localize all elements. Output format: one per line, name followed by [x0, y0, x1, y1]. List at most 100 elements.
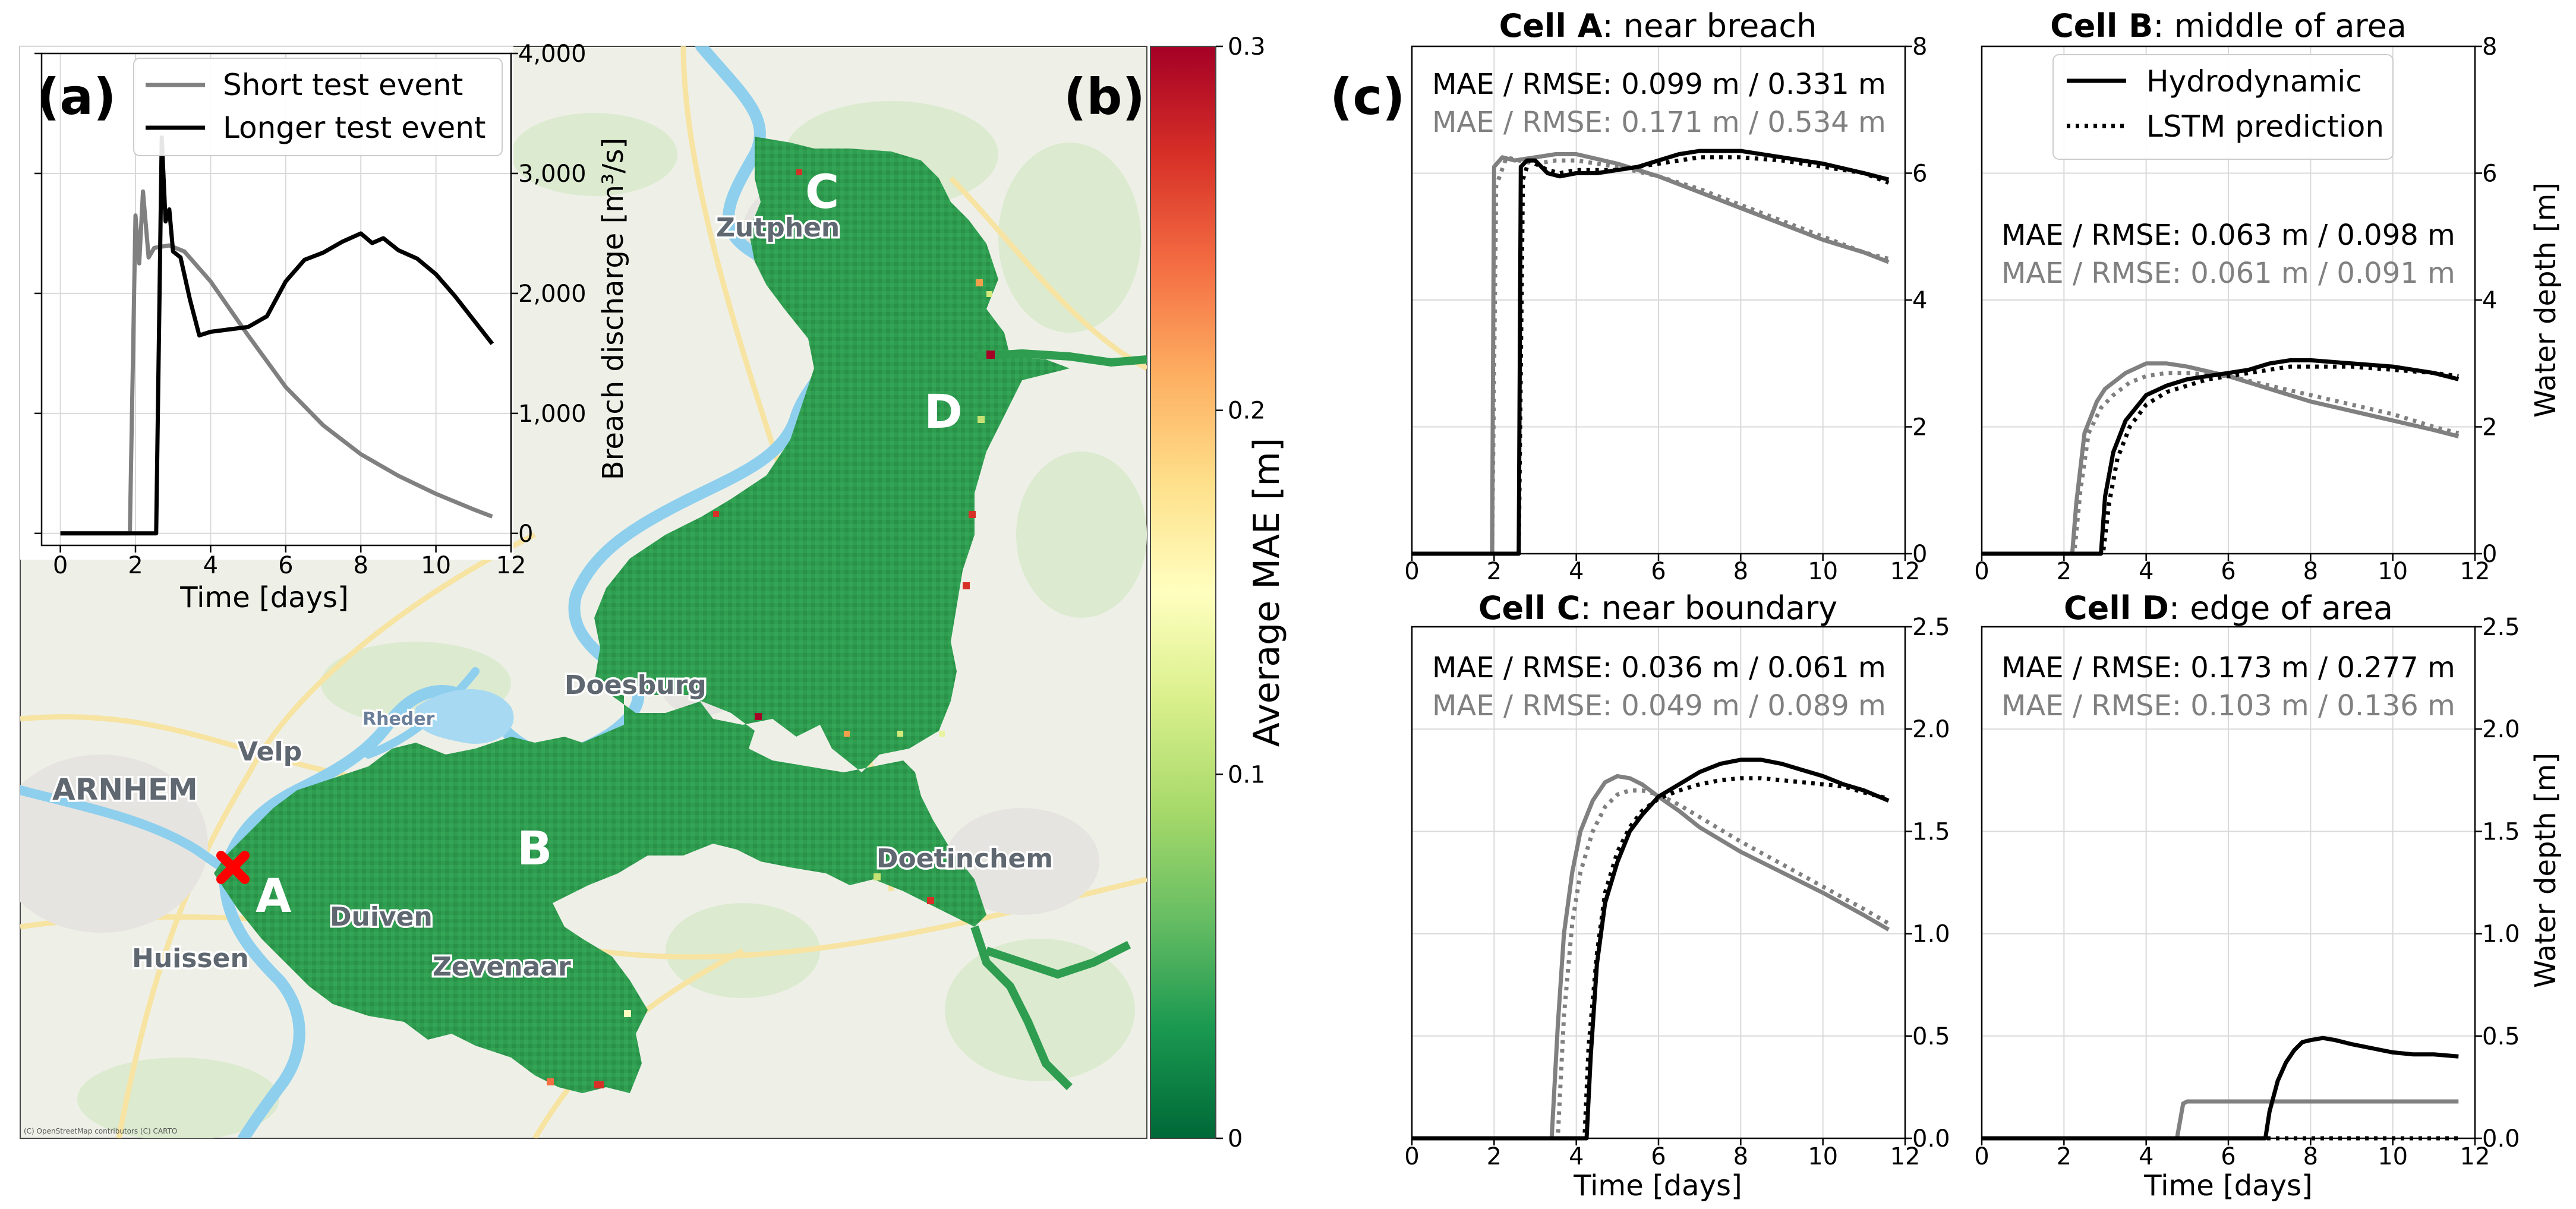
a-ylabel: Breach discharge [m³/s]	[597, 138, 630, 480]
x-tick-label: 12	[496, 552, 526, 579]
town-label: Doetinchem	[876, 844, 1053, 874]
x-tick-label: 8	[1733, 558, 1748, 585]
series-longer-lstm-line	[1982, 364, 2459, 556]
series-longer-hydro-line	[1982, 358, 2460, 556]
series-short-hydro-line	[1982, 1099, 2459, 1141]
lake	[415, 689, 514, 744]
cell-label-d: D	[924, 386, 963, 439]
y-tick-label: 0.5	[1912, 1023, 1950, 1050]
y-tick-label: 6	[1912, 160, 1927, 188]
y-tick-label: 1.5	[1912, 818, 1950, 845]
x-tick-label: 2	[2057, 1143, 2071, 1170]
x-tick-label: 10	[2378, 558, 2408, 585]
panel-label-a: (a)	[37, 68, 116, 126]
cell-c-xlabel: Time [days]	[1573, 1169, 1742, 1202]
y-tick-label: 4	[2482, 287, 2497, 314]
town-label: Zutphen	[716, 213, 840, 243]
x-tick-label: 10	[2378, 1143, 2408, 1170]
town-label: Huissen	[132, 943, 249, 974]
series-short-hydro-line	[1982, 361, 2460, 556]
town-label: Zevenaar	[433, 952, 571, 982]
y-tick-label: 8	[1912, 33, 1927, 61]
panel-a: 0 2 4 6 8 10 12 0 1,000 2,000 3,000 4,000 (a) Short…	[20, 40, 630, 614]
cell-d-xlabel: Time [days]	[2143, 1169, 2312, 1202]
y-tick-label: 2.5	[1912, 614, 1950, 641]
series-longer-lstm-line	[1412, 776, 1890, 1141]
x-tick-label: 2	[1487, 1143, 1502, 1170]
cell-b-metric-short: MAE / RMSE: 0.061 m / 0.091 m	[2001, 257, 2455, 290]
legend-lstm-label: LSTM prediction	[2146, 109, 2384, 144]
legend-short-label: Short test event	[223, 68, 463, 102]
x-tick-label: 8	[1733, 1143, 1748, 1170]
legend-c-box	[2052, 54, 2394, 160]
x-tick-label: 2	[128, 552, 143, 579]
colorbar-tick-label: 0	[1228, 1125, 1243, 1153]
panel-label-b: (b)	[1064, 68, 1145, 126]
x-tick-label: 4	[203, 552, 218, 579]
y-tick-label: 3,000	[518, 160, 587, 188]
series-short-lstm-line	[1412, 788, 1890, 1141]
y-tick-label: 0	[518, 520, 533, 548]
cell-a-title: Cell A: near breach	[1499, 7, 1817, 45]
x-tick-label: 10	[1808, 1143, 1838, 1170]
town-labels: Zutphen Doesburg Rheder Velp ARNHEM Duiv…	[51, 211, 1055, 984]
x-tick-label: 12	[2460, 558, 2490, 585]
y-tick-label: 2.0	[2482, 716, 2520, 743]
x-tick-label: 6	[2221, 558, 2236, 585]
y-tick-label: 0.0	[2482, 1125, 2520, 1153]
colorbar-tick-label: 0.3	[1228, 33, 1266, 61]
x-tick-label: 4	[2139, 558, 2154, 585]
cell-b-title: Cell B: middle of area	[2050, 7, 2407, 45]
legend-a: Short test event Longer test event	[133, 58, 503, 156]
map-panel: Zutphen Doesburg Rheder Velp ARNHEM Duiv…	[20, 46, 1147, 1139]
series-short-hydro-line	[1412, 774, 1890, 1141]
x-tick-label: 6	[278, 552, 293, 579]
x-tick-label: 12	[2460, 1143, 2490, 1170]
legend-longer-label: Longer test event	[223, 111, 486, 145]
cell-d-chart: 0 2 4 6 8 10 120.0 0.5 1.0 1.5 2.0 2.5 Cell D: edge…	[1974, 589, 2562, 1202]
panel-label-c: (c)	[1330, 68, 1405, 126]
x-tick-label: 2	[2057, 558, 2071, 585]
legend-a-box	[133, 58, 503, 156]
x-tick-label: 6	[2221, 1143, 2236, 1170]
x-tick-label: 4	[2139, 1143, 2154, 1170]
x-tick-label: 0	[1404, 558, 1419, 585]
y-tick-label: 4	[1912, 287, 1927, 314]
map-copyright: (C) OpenStreetMap contributors (C) CARTO	[24, 1127, 177, 1135]
town-label: Velp	[238, 737, 302, 767]
x-tick-label: 2	[1487, 558, 1502, 585]
colorbar-label: Average MAE [m]	[1246, 438, 1288, 747]
x-tick-label: 0	[1974, 558, 1989, 585]
town-label: Rheder	[362, 709, 435, 730]
x-tick-label: 12	[1890, 1143, 1921, 1170]
series-longer-line	[60, 135, 494, 536]
cell-label-c: C	[805, 166, 839, 219]
cell-b-metric-longer: MAE / RMSE: 0.063 m / 0.098 m	[2001, 219, 2455, 252]
y-tick-label: 0.0	[1912, 1125, 1950, 1153]
colorbar: 0 0.1 0.2 0.3 Average MAE [m]	[1150, 33, 1288, 1153]
map-features: Zutphen Doesburg Rheder Velp ARNHEM Duiv…	[20, 46, 1147, 1138]
x-tick-label: 8	[2303, 558, 2318, 585]
series-short-line	[60, 189, 493, 536]
cell-label-b: B	[517, 822, 552, 876]
y-tick-label: 2	[1912, 414, 1927, 441]
colorbar-ticks: 0 0.1 0.2 0.3	[1216, 33, 1266, 1153]
y-tick-label: 0	[2482, 541, 2497, 568]
x-tick-label: 6	[1651, 558, 1666, 585]
y-tick-label: 1,000	[518, 400, 587, 428]
cell-d-ylabel: Water depth [m]	[2529, 753, 2562, 988]
cell-a-metric-short: MAE / RMSE: 0.171 m / 0.534 m	[1432, 106, 1886, 139]
y-tick-label: 2.5	[2482, 614, 2520, 641]
cell-a-metric-longer: MAE / RMSE: 0.099 m / 0.331 m	[1432, 68, 1886, 101]
x-tick-label: 6	[1651, 1143, 1666, 1170]
town-label: Doesburg	[565, 670, 707, 700]
y-tick-label: 6	[2482, 160, 2497, 188]
legend-c: Hydrodynamic LSTM prediction	[2052, 54, 2394, 160]
series-longer-hydro-line	[1982, 1036, 2459, 1141]
x-tick-label: 10	[421, 552, 451, 579]
x-tick-label: 0	[53, 552, 68, 579]
x-tick-label: 12	[1890, 558, 1921, 585]
flood-extent	[214, 137, 1070, 1093]
